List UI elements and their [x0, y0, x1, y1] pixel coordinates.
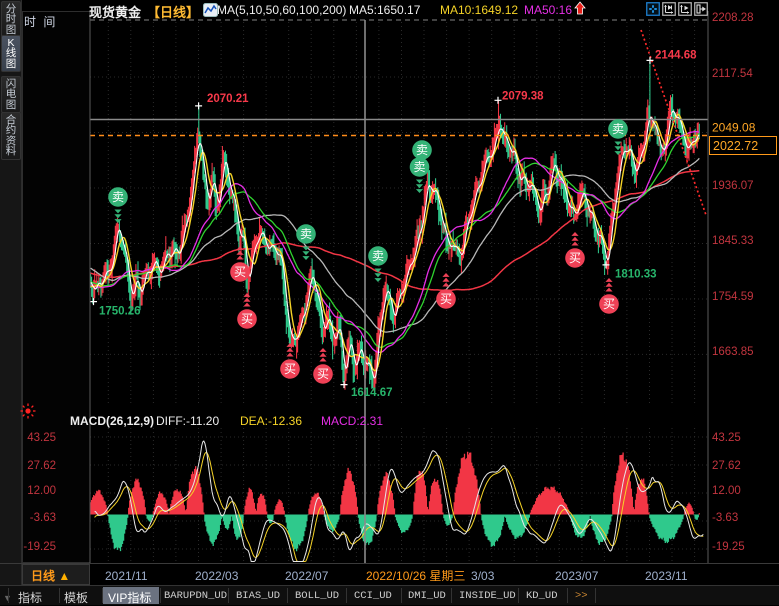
svg-text:2208.28: 2208.28	[712, 12, 754, 24]
svg-text:-3.63: -3.63	[30, 512, 56, 524]
svg-text:2049.08: 2049.08	[712, 121, 756, 135]
svg-text:12.00: 12.00	[712, 485, 741, 497]
svg-text:卖: 卖	[612, 122, 624, 136]
svg-text:买: 买	[440, 292, 452, 306]
svg-text:卖: 卖	[300, 227, 312, 241]
svg-text:43.25: 43.25	[27, 432, 56, 444]
svg-text:1750.26: 1750.26	[99, 306, 141, 318]
svg-text:2117.54: 2117.54	[712, 68, 753, 80]
svg-text:2022/07: 2022/07	[285, 569, 329, 583]
svg-text:12.00: 12.00	[27, 485, 56, 497]
svg-text:2023/11: 2023/11	[645, 569, 688, 583]
svg-text:2070.21: 2070.21	[207, 93, 249, 105]
svg-text:买: 买	[284, 362, 296, 376]
svg-text:-3.63: -3.63	[712, 512, 738, 524]
svg-text:2022/10/26 星期三: 2022/10/26 星期三	[366, 569, 465, 583]
svg-text:27.62: 27.62	[27, 460, 56, 472]
svg-text:2079.38: 2079.38	[502, 91, 544, 103]
svg-text:1754.59: 1754.59	[712, 291, 754, 303]
svg-text:1614.67: 1614.67	[351, 387, 393, 399]
svg-text:卖: 卖	[416, 143, 428, 157]
svg-text:27.62: 27.62	[712, 460, 741, 472]
svg-text:1810.33: 1810.33	[615, 269, 657, 281]
svg-text:1663.85: 1663.85	[712, 346, 754, 358]
svg-text:2023/07: 2023/07	[555, 569, 599, 583]
svg-text:买: 买	[569, 251, 581, 265]
svg-text:卖: 卖	[112, 190, 124, 204]
svg-text:卖: 卖	[413, 160, 425, 174]
svg-text:2144.68: 2144.68	[655, 50, 697, 62]
svg-text:-19.25: -19.25	[23, 541, 56, 553]
svg-text:2021/11: 2021/11	[105, 569, 148, 583]
svg-text:1936.07: 1936.07	[712, 180, 754, 192]
svg-text:2022.72: 2022.72	[713, 139, 758, 153]
svg-text:43.25: 43.25	[712, 432, 741, 444]
svg-text:买: 买	[603, 297, 615, 311]
svg-text:1845.33: 1845.33	[712, 235, 754, 247]
svg-text:-19.25: -19.25	[712, 541, 745, 553]
svg-text:买: 买	[241, 312, 253, 326]
svg-text:买: 买	[234, 265, 246, 279]
svg-text:卖: 卖	[372, 249, 384, 263]
svg-text:2022/03: 2022/03	[195, 569, 239, 583]
svg-text:买: 买	[317, 367, 329, 381]
